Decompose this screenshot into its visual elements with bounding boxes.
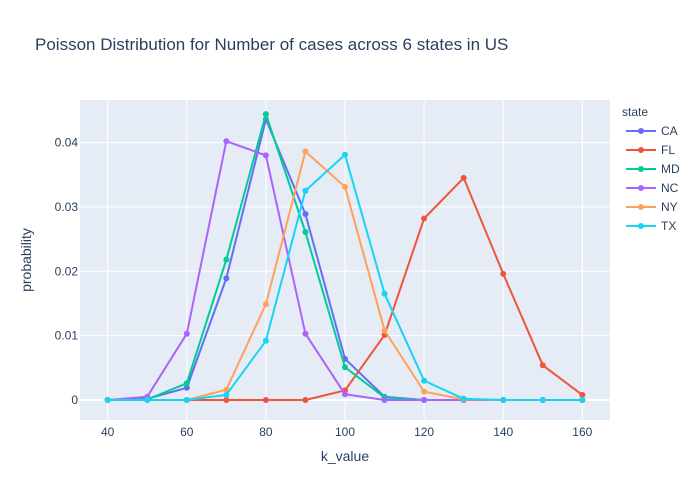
data-point [262,301,269,308]
data-point [460,174,467,181]
data-point [302,210,309,217]
x-tick-label: 40 [101,425,115,439]
data-point [342,364,348,371]
data-point [500,270,507,277]
series-tx [104,151,586,404]
y-tick-label: 0.03 [55,200,79,214]
y-tick-label: 0 [71,393,78,407]
legend-label: NC [661,181,679,195]
x-tick-label: 60 [180,425,194,439]
data-point [223,256,230,263]
data-point [104,397,111,404]
legend-item-ca[interactable]: CA [626,124,678,138]
data-point [342,391,348,398]
legend-item-fl[interactable]: FL [626,143,675,157]
data-point [183,380,190,387]
data-point [183,384,190,391]
legend-marker [638,185,644,191]
data-point [500,397,507,404]
legend-label: CA [661,124,678,138]
data-point [262,397,269,404]
legend-label: FL [661,143,675,157]
data-point [262,152,269,159]
y-axis-ticks: 0 0.01 0.02 0.03 0.04 [55,135,79,407]
data-point [381,327,388,334]
y-tick-label: 0.02 [55,264,79,278]
x-axis-title: k_value [321,448,369,464]
data-point [421,377,428,384]
data-point [223,138,230,145]
data-point [421,215,428,222]
legend-label: NY [661,200,678,214]
data-point [579,391,586,398]
data-point [539,397,546,404]
data-point [342,183,348,190]
data-point [223,275,230,282]
data-point [381,397,388,404]
legend-item-tx[interactable]: TX [626,219,676,233]
data-point [302,187,309,194]
data-point [421,397,428,404]
data-point [342,151,348,158]
x-axis-ticks: 40 60 80 100 120 140 160 [101,425,593,439]
data-point [381,290,388,297]
data-point [144,397,151,404]
data-point [421,388,428,395]
data-point [302,397,309,404]
data-point [262,111,269,118]
legend-marker [638,204,644,210]
data-point [223,397,230,404]
data-point [183,397,190,404]
legend-item-ny[interactable]: NY [626,200,678,214]
legend-marker [638,166,644,172]
data-point [460,395,467,402]
legend-marker [638,128,644,134]
series-group [104,111,586,404]
x-tick-label: 120 [414,425,434,439]
legend-marker [638,147,644,153]
data-point [579,397,586,404]
legend-label: TX [661,219,676,233]
x-tick-label: 140 [493,425,513,439]
data-point [302,228,309,235]
x-tick-label: 160 [572,425,592,439]
data-point [302,330,309,337]
legend-item-nc[interactable]: NC [626,181,679,195]
legend-marker [638,223,644,229]
y-axis-title: probability [18,228,34,292]
chart-title: Poisson Distribution for Number of cases… [35,35,508,54]
data-point [183,330,190,337]
legend-title: state [622,105,648,119]
x-tick-label: 80 [259,425,273,439]
legend-item-md[interactable]: MD [626,162,680,176]
legend-label: MD [661,162,680,176]
y-tick-label: 0.01 [55,329,79,343]
data-point [262,337,269,344]
x-tick-label: 100 [335,425,355,439]
data-point [302,148,309,155]
data-point [539,362,546,369]
data-point [223,391,230,398]
y-tick-label: 0.04 [55,135,79,149]
legend: state CA FL MD NC NY TX [622,105,680,233]
